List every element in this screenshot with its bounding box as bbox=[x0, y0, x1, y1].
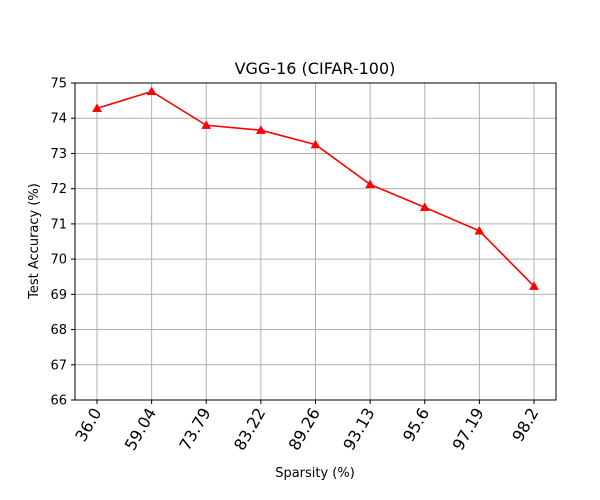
x-tick-label: 59.04 bbox=[121, 405, 160, 454]
x-tick-label: 73.79 bbox=[175, 405, 214, 454]
x-tick-label: 98.2 bbox=[508, 405, 542, 445]
x-tick-label: 95.6 bbox=[399, 405, 433, 445]
y-tick-label: 74 bbox=[50, 112, 67, 127]
data-point-marker bbox=[201, 120, 212, 129]
x-tick-label: 36.0 bbox=[71, 405, 105, 445]
data-markers bbox=[92, 86, 539, 290]
data-point-marker bbox=[529, 281, 539, 290]
y-axis-ticks: 66 67 68 69 70 71 72 73 74 75 bbox=[50, 77, 75, 409]
x-axis-ticks: 36.0 59.04 73.79 83.22 89.26 93.13 95.6 97.19 98… bbox=[71, 400, 542, 454]
y-axis-label: Test Accuracy (%) bbox=[27, 183, 42, 300]
y-tick-label: 72 bbox=[50, 182, 67, 197]
data-point-marker bbox=[365, 179, 376, 189]
data-point-marker bbox=[419, 202, 430, 211]
y-tick-label: 66 bbox=[50, 394, 67, 409]
chart-title: VGG-16 (CIFAR-100) bbox=[235, 59, 396, 78]
y-tick-label: 68 bbox=[50, 323, 67, 338]
data-point-marker bbox=[255, 125, 266, 134]
y-tick-label: 67 bbox=[50, 358, 67, 373]
x-tick-label: 97.19 bbox=[448, 405, 487, 454]
x-tick-label: 93.13 bbox=[339, 405, 378, 454]
data-point-marker bbox=[310, 139, 321, 149]
y-tick-label: 71 bbox=[50, 217, 67, 232]
data-point-marker bbox=[92, 103, 102, 112]
x-axis-label: Sparsity (%) bbox=[275, 466, 355, 481]
x-tick-label: 89.26 bbox=[285, 405, 324, 454]
y-tick-label: 69 bbox=[50, 288, 67, 303]
y-tick-label: 73 bbox=[50, 147, 67, 162]
y-tick-label: 70 bbox=[50, 253, 67, 268]
grid bbox=[75, 82, 556, 401]
y-tick-label: 75 bbox=[50, 77, 67, 92]
x-tick-label: 83.22 bbox=[230, 405, 269, 454]
data-point-marker bbox=[146, 86, 157, 96]
data-point-marker bbox=[474, 225, 485, 235]
